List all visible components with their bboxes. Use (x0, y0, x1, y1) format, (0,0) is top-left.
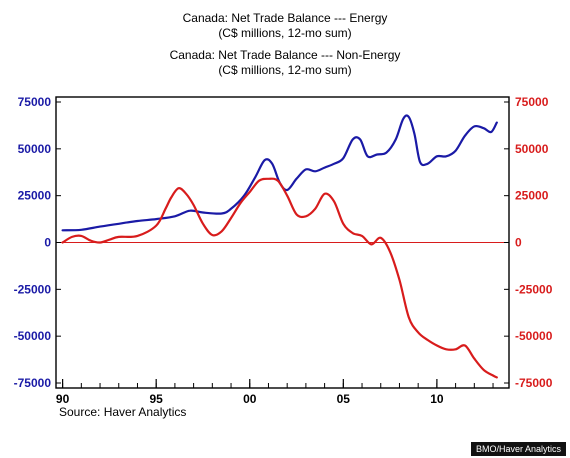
title-energy-units: (C$ millions, 12-mo sum) (218, 26, 352, 40)
watermark-badge: BMO/Haver Analytics (470, 442, 566, 456)
right-tick-label: -50000 (515, 329, 553, 343)
x-tick-label: 95 (150, 392, 164, 406)
right-tick-label: 50000 (515, 142, 549, 156)
left-tick-label: 0 (44, 236, 51, 250)
left-tick-label: 25000 (18, 189, 52, 203)
title-non-energy: Canada: Net Trade Balance --- Non-Energy (169, 48, 401, 62)
series-layer (61, 114, 498, 379)
right-tick-label: -25000 (515, 282, 553, 296)
x-tick-label: 00 (243, 392, 257, 406)
left-tick-label: -75000 (14, 376, 52, 390)
x-axis: 90 95 00 05 10 (56, 379, 494, 406)
x-tick-label: 90 (56, 392, 70, 406)
title-non-energy-units: (C$ millions, 12-mo sum) (218, 63, 352, 77)
right-tick-label: -75000 (515, 376, 553, 390)
series-line-non_energy (61, 177, 498, 379)
right-axis: 75000 50000 25000 0 -25000 -50000 -75000 (504, 95, 553, 390)
left-tick-label: 75000 (18, 95, 52, 109)
right-tick-label: 0 (515, 236, 522, 250)
x-tick-label: 05 (337, 392, 351, 406)
right-tick-label: 75000 (515, 95, 549, 109)
x-tick-label: 10 (430, 392, 444, 406)
left-tick-label: -50000 (14, 329, 52, 343)
left-axis: 75000 50000 25000 0 -25000 -50000 -75000 (14, 95, 61, 390)
left-tick-label: 50000 (18, 142, 52, 156)
left-tick-label: -25000 (14, 282, 52, 296)
source-note: Source: Haver Analytics (59, 405, 187, 419)
series-line-energy (61, 114, 498, 232)
title-energy: Canada: Net Trade Balance --- Energy (182, 11, 388, 25)
right-tick-label: 25000 (515, 189, 549, 203)
